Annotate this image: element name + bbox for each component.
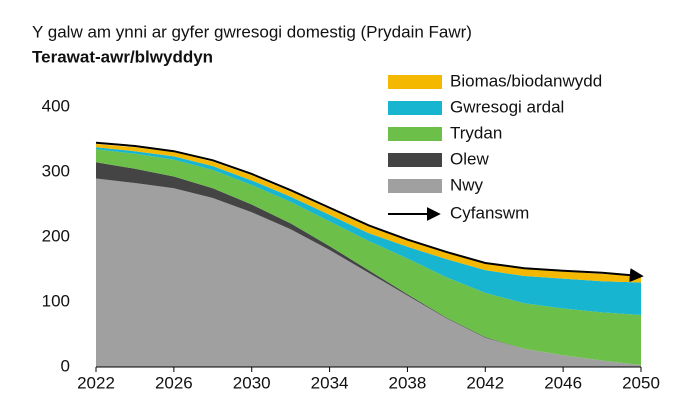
- chart-title: Y galw am ynni ar gyfer gwresogi domesti…: [32, 22, 472, 41]
- x-tick-label: 2042: [466, 373, 504, 392]
- x-tick-label: 2026: [155, 373, 193, 392]
- y-tick-label: 100: [42, 291, 70, 310]
- legend-swatch: [388, 75, 442, 89]
- x-tick-label: 2038: [389, 373, 427, 392]
- x-tick-label: 2034: [311, 373, 349, 392]
- y-tick-label: 200: [42, 226, 70, 245]
- total-line: [95, 141, 644, 283]
- legend-label: Gwresogi ardal: [450, 97, 564, 116]
- legend-swatch: [388, 101, 442, 115]
- area: [96, 149, 641, 366]
- legend-swatch: [388, 179, 442, 193]
- x-tick-label: 2050: [622, 373, 660, 392]
- legend-swatch: [388, 127, 442, 141]
- chart-subtitle: Terawat-awr/blwyddyn: [32, 47, 213, 66]
- y-tick-label: 400: [42, 96, 70, 115]
- legend-label: Nwy: [450, 175, 484, 194]
- x-tick-label: 2022: [77, 373, 115, 392]
- y-tick-label: 0: [61, 356, 70, 375]
- y-tick-label: 300: [42, 161, 70, 180]
- x-tick-label: 2030: [233, 373, 271, 392]
- legend-label: Trydan: [450, 123, 502, 142]
- x-tick-label: 2046: [544, 373, 582, 392]
- legend-label: Olew: [450, 149, 489, 168]
- area: [96, 147, 641, 315]
- legend-swatch: [388, 153, 442, 167]
- legend-label: Cyfanswm: [450, 203, 529, 222]
- legend-label: Biomas/biodanwydd: [450, 71, 602, 90]
- area: [96, 162, 641, 366]
